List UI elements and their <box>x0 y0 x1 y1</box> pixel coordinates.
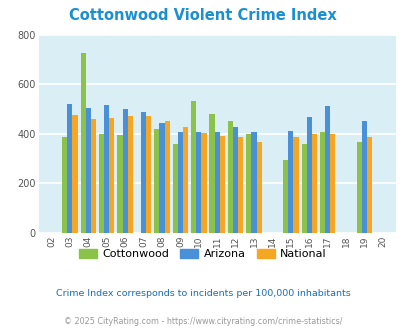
Bar <box>72 115 77 233</box>
Bar <box>324 106 330 233</box>
Bar <box>330 134 335 233</box>
Bar <box>361 121 366 233</box>
Text: Cottonwood Violent Crime Index: Cottonwood Violent Crime Index <box>69 8 336 23</box>
Bar <box>356 142 361 233</box>
Bar <box>214 132 219 233</box>
Bar <box>256 142 261 233</box>
Bar <box>104 105 109 233</box>
Text: © 2025 CityRating.com - https://www.cityrating.com/crime-statistics/: © 2025 CityRating.com - https://www.city… <box>64 317 341 326</box>
Bar <box>154 129 159 233</box>
Bar <box>183 127 188 233</box>
Text: Crime Index corresponds to incidents per 100,000 inhabitants: Crime Index corresponds to incidents per… <box>55 289 350 298</box>
Bar <box>80 53 85 233</box>
Bar <box>164 121 169 233</box>
Bar <box>91 119 96 233</box>
Bar <box>67 104 72 233</box>
Bar <box>159 122 164 233</box>
Bar <box>191 101 196 233</box>
Bar <box>251 132 256 233</box>
Bar <box>177 132 183 233</box>
Bar <box>109 117 114 233</box>
Bar <box>85 108 91 233</box>
Legend: Cottonwood, Arizona, National: Cottonwood, Arizona, National <box>75 244 330 263</box>
Bar <box>219 136 224 233</box>
Bar <box>99 134 104 233</box>
Bar <box>232 127 238 233</box>
Bar <box>293 137 298 233</box>
Bar <box>238 137 243 233</box>
Bar <box>366 137 371 233</box>
Bar <box>172 144 177 233</box>
Bar <box>301 144 306 233</box>
Bar <box>319 132 324 233</box>
Bar <box>141 112 146 233</box>
Bar <box>201 133 206 233</box>
Bar <box>282 160 288 233</box>
Bar <box>306 117 311 233</box>
Bar <box>288 131 293 233</box>
Bar <box>146 115 151 233</box>
Bar <box>122 109 128 233</box>
Bar <box>117 135 122 233</box>
Bar <box>227 121 232 233</box>
Bar <box>62 137 67 233</box>
Bar <box>128 116 132 233</box>
Bar <box>311 134 316 233</box>
Bar <box>246 134 251 233</box>
Bar <box>209 114 214 233</box>
Bar <box>196 132 201 233</box>
